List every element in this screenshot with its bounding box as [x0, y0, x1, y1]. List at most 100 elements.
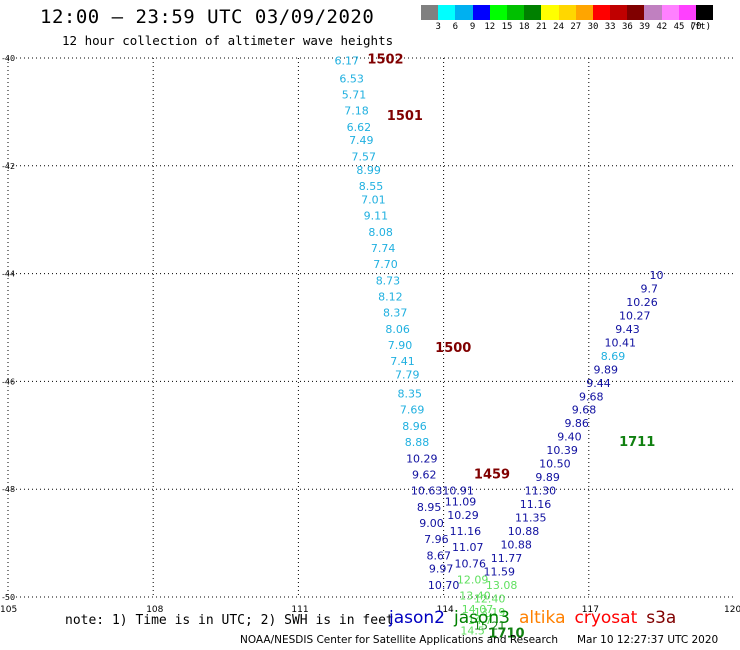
swh-value: 8.67 [427, 549, 452, 562]
swh-value: 7.90 [388, 339, 413, 352]
swh-value: 7.79 [395, 369, 420, 382]
lat-tick-label: -44 [2, 270, 15, 279]
pass-time-label: 1502 [367, 52, 403, 67]
legend-swatch [541, 5, 559, 20]
swh-value: 11.07 [452, 541, 484, 554]
legend-label: 30 [587, 22, 599, 32]
swh-value: 13.40 [459, 590, 491, 603]
swh-value: 8.96 [402, 420, 427, 433]
legend-label: 24 [553, 22, 565, 32]
swh-value: 11.59 [484, 565, 516, 578]
swh-value: 14.5 [460, 625, 485, 638]
legend-swatch [661, 5, 679, 20]
legend-swatch [489, 5, 507, 20]
satellite-label-jason3: jason3 [454, 608, 510, 628]
legend-label: 3 [435, 22, 441, 32]
swh-value: 10.29 [406, 452, 438, 465]
lon-tick-label: 117 [582, 605, 599, 615]
swh-value: 8.37 [383, 307, 408, 320]
legend-swatch [472, 5, 490, 20]
swh-value: 12.09 [457, 574, 489, 587]
swh-value: 13.19 [474, 606, 506, 619]
swh-value: 14.07 [462, 603, 494, 616]
swh-value: 7.57 [351, 150, 376, 163]
lon-tick-label: 111 [291, 605, 308, 615]
satellite-legend: jason2 jason3 altika cryosat s3a [389, 608, 685, 628]
swh-value: 7.49 [349, 134, 374, 147]
swh-value: 10.27 [619, 309, 651, 322]
legend-label: 6 [452, 22, 459, 32]
swh-value: 10 [650, 269, 664, 282]
generated-timestamp: Mar 10 12:27:37 UTC 2020 [577, 634, 719, 646]
map-grid [7, 57, 734, 598]
swh-value: 9.43 [615, 323, 640, 336]
swh-value: 10.88 [508, 525, 540, 538]
swh-value: 9.86 [564, 417, 589, 430]
swh-value: 15.21 [474, 619, 506, 632]
swh-value: 8.12 [378, 291, 403, 304]
swh-value: 6.53 [339, 72, 364, 85]
swh-value: 9.89 [535, 471, 560, 484]
color-legend [421, 5, 714, 20]
swh-value: 7.01 [361, 194, 386, 207]
swh-value: 7.70 [373, 258, 398, 271]
swh-value: 10.26 [626, 296, 658, 309]
legend-swatch [506, 5, 525, 20]
lon-tick-label: 108 [146, 605, 163, 615]
swh-value: 9.00 [419, 517, 444, 530]
swh-value: 8.35 [397, 388, 422, 401]
swh-value: 11.16 [520, 498, 552, 511]
swh-value: 9.89 [593, 363, 618, 376]
swh-value: 10.41 [605, 336, 637, 349]
swh-value: 9.44 [586, 377, 611, 390]
swh-value: 6.17 [335, 54, 360, 67]
pass-time-label: 1501 [387, 109, 423, 124]
pass-time-labels: 1502 1501 1500 1459 1710 1711 [367, 52, 655, 641]
swh-value: 9.40 [557, 431, 582, 444]
swh-value: 8.95 [417, 501, 442, 514]
legend-swatch [644, 5, 662, 20]
lat-tick-label: -50 [2, 593, 15, 602]
legend-label: 15 [501, 22, 513, 32]
lat-tick-label: -42 [2, 162, 15, 171]
legend-swatch [455, 5, 473, 20]
swh-value: 9.68 [572, 404, 597, 417]
legend-label: 70 [690, 22, 702, 32]
altimeter-tracks: 6.17 6.53 5.71 7.18 6.627.49 7.578.99 8.557.01… [335, 54, 664, 637]
legend-label: 27 [570, 22, 582, 32]
swh-value: 10.76 [454, 557, 486, 570]
swh-value: 8.08 [368, 226, 393, 239]
legend-swatch [524, 5, 542, 20]
pass-time-label: 1711 [619, 435, 655, 450]
swh-value: 11.77 [491, 552, 523, 565]
credit-line: NOAA/NESDIS Center for Satellite Applica… [240, 634, 558, 646]
swh-value: 8.69 [601, 350, 626, 363]
lat-tick-label: -46 [2, 377, 15, 386]
legend-swatch [610, 5, 628, 20]
swh-value: 6.62 [347, 121, 372, 134]
legend-swatch [558, 5, 576, 20]
pass-time-label: 1459 [474, 467, 510, 482]
footnote: note: 1) Time is in UTC; 2) SWH is in fe… [65, 613, 394, 628]
lat-tick-label: -48 [2, 485, 15, 494]
swh-value: 8.99 [356, 164, 381, 177]
swh-value: 13.08 [486, 579, 518, 592]
swh-value: 9.11 [364, 210, 389, 223]
legend-swatch [438, 5, 456, 20]
swh-value: 11.30 [525, 485, 557, 498]
legend-label: 33 [604, 22, 616, 32]
legend-label: 21 [535, 22, 547, 32]
swh-value: 11.09 [445, 495, 477, 508]
legend-swatch [678, 5, 696, 20]
swh-value: 11.35 [515, 512, 547, 525]
satellite-label-altika: altika [519, 608, 566, 628]
swh-value: 7.41 [390, 355, 415, 368]
pass-time-label: 1710 [488, 626, 524, 641]
swh-value: 11.16 [450, 525, 482, 538]
legend-label: 12 [484, 22, 496, 32]
swh-value: 8.88 [405, 436, 430, 449]
swh-value: 8.55 [359, 180, 384, 193]
swh-value: 7.96 [424, 533, 449, 546]
swh-value: 9.97 [429, 563, 454, 576]
